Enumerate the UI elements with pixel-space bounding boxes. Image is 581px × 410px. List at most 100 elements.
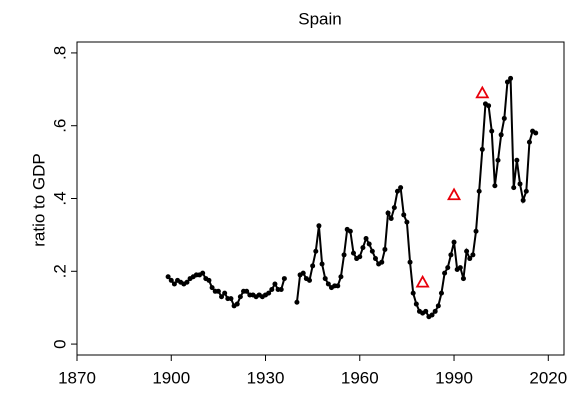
chart-title: Spain [298, 9, 341, 28]
y-tick-label: 0 [50, 339, 69, 348]
data-point [533, 130, 539, 136]
data-point [423, 308, 429, 314]
data-point [341, 252, 347, 258]
data-point [206, 277, 212, 283]
data-point [498, 132, 504, 138]
data-point [457, 265, 463, 271]
data-point [278, 286, 284, 292]
data-point [209, 285, 215, 291]
data-point [404, 219, 410, 225]
data-point [294, 299, 300, 305]
data-point [407, 259, 413, 265]
y-tick-label: .6 [50, 119, 69, 133]
data-point [266, 290, 272, 296]
data-point [335, 283, 341, 289]
data-point [379, 259, 385, 265]
data-point [413, 301, 419, 307]
data-point [184, 279, 190, 285]
data-point [357, 254, 363, 260]
y-tick-label: .8 [50, 46, 69, 60]
data-point [215, 288, 221, 294]
data-point [391, 205, 397, 211]
data-point [526, 139, 532, 145]
data-point [307, 277, 313, 283]
data-point [432, 308, 438, 314]
data-point [171, 281, 177, 287]
data-point [234, 301, 240, 307]
data-point [369, 248, 375, 254]
data-point [281, 276, 287, 282]
data-point [410, 290, 416, 296]
data-point [222, 290, 228, 296]
data-point [366, 241, 372, 247]
data-point [300, 270, 306, 276]
data-point [495, 157, 501, 163]
data-point [200, 270, 206, 276]
data-point [363, 236, 369, 242]
data-point [511, 185, 517, 191]
data-point [398, 185, 404, 191]
data-point [514, 157, 520, 163]
data-point [476, 188, 482, 194]
data-point [504, 79, 510, 85]
data-point [228, 296, 234, 302]
data-point [168, 277, 174, 283]
data-point [448, 252, 454, 258]
data-point [523, 188, 529, 194]
data-point [325, 281, 331, 287]
data-point [479, 146, 485, 152]
data-point [508, 75, 514, 81]
x-tick-label: 1930 [247, 368, 285, 387]
triangle-marker [475, 85, 490, 99]
data-point [360, 245, 366, 251]
data-point [165, 274, 171, 280]
data-point [244, 288, 250, 294]
data-point [464, 248, 470, 254]
data-point [517, 181, 523, 187]
data-point [435, 303, 441, 309]
y-tick-label: .4 [50, 191, 69, 205]
data-point [451, 239, 457, 245]
y-tick-label: .2 [50, 264, 69, 278]
data-point [237, 294, 243, 300]
data-point [316, 223, 322, 229]
x-tick-label: 1900 [152, 368, 190, 387]
data-point [269, 286, 275, 292]
data-point [520, 197, 526, 203]
data-point [460, 276, 466, 282]
data-point [313, 248, 319, 254]
triangle-marker [415, 274, 430, 288]
triangle-marker [447, 187, 462, 201]
data-point [489, 128, 495, 134]
data-point [394, 188, 400, 194]
x-tick-label: 1870 [58, 368, 96, 387]
x-tick-label: 1960 [341, 368, 379, 387]
data-point [219, 294, 225, 300]
data-point [347, 228, 353, 234]
data-point [473, 228, 479, 234]
x-tick-label: 1990 [435, 368, 473, 387]
data-point [338, 274, 344, 280]
data-point [470, 252, 476, 258]
data-point [388, 216, 394, 222]
data-point [401, 212, 407, 218]
data-point [438, 290, 444, 296]
data-point [385, 210, 391, 216]
data-point [272, 281, 278, 287]
data-point [429, 312, 435, 318]
data-point [492, 183, 498, 189]
data-point [310, 263, 316, 269]
data-point [467, 256, 473, 262]
data-point [382, 246, 388, 252]
x-tick-label: 2020 [529, 368, 567, 387]
data-point [350, 250, 356, 256]
data-point [372, 256, 378, 262]
y-axis-label: ratio to GDP [29, 153, 48, 247]
data-point [442, 270, 448, 276]
data-point [501, 115, 507, 121]
data-point [445, 265, 451, 271]
data-point [322, 276, 328, 282]
data-point [319, 261, 325, 267]
